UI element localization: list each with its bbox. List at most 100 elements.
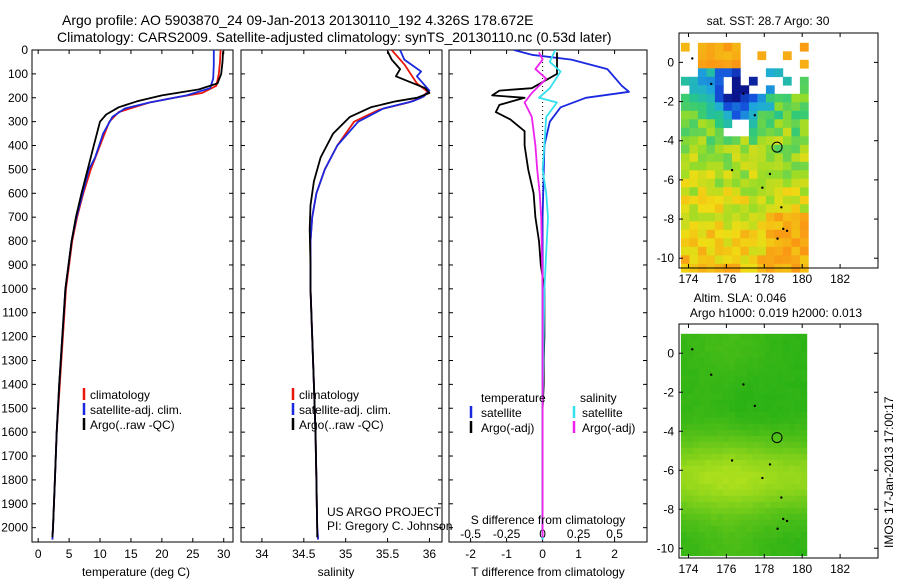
sla-cell bbox=[752, 387, 760, 395]
sst-cell bbox=[774, 187, 784, 197]
argo-position-marker bbox=[771, 432, 783, 444]
depth-tick-label: 1500 bbox=[1, 401, 28, 415]
sla-cell bbox=[716, 471, 724, 479]
sla-cell bbox=[764, 513, 772, 521]
sla-cell bbox=[704, 447, 712, 455]
sla-cell bbox=[680, 381, 688, 389]
sla-cell bbox=[758, 447, 766, 455]
sla-cell bbox=[752, 423, 760, 431]
sla-cell bbox=[680, 537, 688, 545]
sst-cell bbox=[680, 187, 690, 197]
sla-cell bbox=[686, 411, 694, 419]
sla-cell bbox=[692, 357, 700, 365]
sla-cell bbox=[764, 393, 772, 401]
sst-cell bbox=[740, 212, 750, 222]
sla-cell bbox=[764, 483, 772, 491]
sla-cell bbox=[680, 471, 688, 479]
sla-cell bbox=[686, 459, 694, 467]
sst-cell bbox=[714, 68, 724, 78]
sla-cell bbox=[680, 501, 688, 509]
sla-cell bbox=[788, 471, 796, 479]
sla-cell bbox=[698, 435, 706, 443]
sst-cell bbox=[765, 136, 775, 146]
sst-cell bbox=[706, 110, 716, 120]
sst-cell bbox=[714, 246, 724, 256]
sst-cell bbox=[782, 144, 792, 154]
sla-cell bbox=[680, 357, 688, 365]
sst-cell bbox=[680, 93, 690, 103]
sst-cell bbox=[706, 42, 716, 52]
sst-cell bbox=[714, 127, 724, 137]
sla-cell bbox=[692, 429, 700, 437]
sst-cell bbox=[731, 246, 741, 256]
sla-cell bbox=[704, 489, 712, 497]
sla-cell bbox=[752, 489, 760, 497]
sla-cell bbox=[710, 531, 718, 539]
sst-cell bbox=[757, 246, 767, 256]
sla-cell bbox=[698, 429, 706, 437]
sla-cell bbox=[698, 537, 706, 545]
sla-cell bbox=[740, 399, 748, 407]
sst-cell bbox=[799, 102, 809, 112]
sla-cell bbox=[722, 501, 730, 509]
sla-cell bbox=[722, 513, 730, 521]
sst-cell bbox=[765, 187, 775, 197]
sla-cell bbox=[710, 471, 718, 479]
sla-cell bbox=[680, 333, 688, 341]
sst-cell bbox=[782, 136, 792, 146]
sla-cell bbox=[746, 399, 754, 407]
sla-cell bbox=[758, 363, 766, 371]
sst-cell bbox=[689, 76, 699, 86]
sst-cell bbox=[799, 153, 809, 163]
sla-cell bbox=[710, 393, 718, 401]
sla-cell bbox=[686, 519, 694, 527]
sst-cell bbox=[723, 42, 733, 52]
sst-cell bbox=[697, 204, 707, 214]
sst-cell bbox=[740, 221, 750, 231]
sla-map-ytick-label: -4 bbox=[663, 424, 674, 438]
sst-cell bbox=[757, 51, 767, 61]
temperature-legend-label: Argo(..raw -QC) bbox=[90, 418, 175, 432]
sla-cell bbox=[692, 417, 700, 425]
sla-cell bbox=[686, 465, 694, 473]
sla-cell bbox=[800, 447, 808, 455]
sst-cell bbox=[706, 51, 716, 61]
sst-cell bbox=[731, 144, 741, 154]
sla-cell bbox=[722, 375, 730, 383]
sla-cell bbox=[770, 333, 778, 341]
sla-cell bbox=[770, 381, 778, 389]
sst-cell bbox=[740, 178, 750, 188]
sst-cell bbox=[680, 204, 690, 214]
sst-cell bbox=[714, 119, 724, 129]
sla-cell bbox=[788, 525, 796, 533]
sla-cell bbox=[758, 459, 766, 467]
sla-cell bbox=[776, 369, 784, 377]
sla-cell bbox=[782, 495, 790, 503]
sla-cell bbox=[716, 483, 724, 491]
sla-cell bbox=[746, 489, 754, 497]
diff-legend-label: satellite bbox=[481, 406, 522, 420]
sla-cell bbox=[800, 393, 808, 401]
sla-cell bbox=[722, 393, 730, 401]
sst-cell bbox=[799, 136, 809, 146]
depth-tick-label: 1800 bbox=[1, 473, 28, 487]
sla-cell bbox=[692, 519, 700, 527]
difference-xtick-label: 1 bbox=[575, 547, 582, 561]
sst-cell bbox=[740, 246, 750, 256]
sla-cell bbox=[728, 423, 736, 431]
sla-cell bbox=[782, 513, 790, 521]
sst-cell bbox=[799, 255, 809, 265]
sla-cell bbox=[800, 375, 808, 383]
sla-cell bbox=[770, 345, 778, 353]
sla-cell bbox=[728, 351, 736, 359]
sla-cell bbox=[716, 405, 724, 413]
sst-cell bbox=[731, 68, 741, 78]
sla-cell bbox=[722, 471, 730, 479]
sla-cell bbox=[776, 345, 784, 353]
sla-cell bbox=[698, 399, 706, 407]
difference-xtick-label: 0 bbox=[539, 547, 546, 561]
sla-cell bbox=[728, 507, 736, 515]
sst-cell bbox=[731, 59, 741, 69]
sst-cell bbox=[765, 144, 775, 154]
sla-cell bbox=[716, 357, 724, 365]
